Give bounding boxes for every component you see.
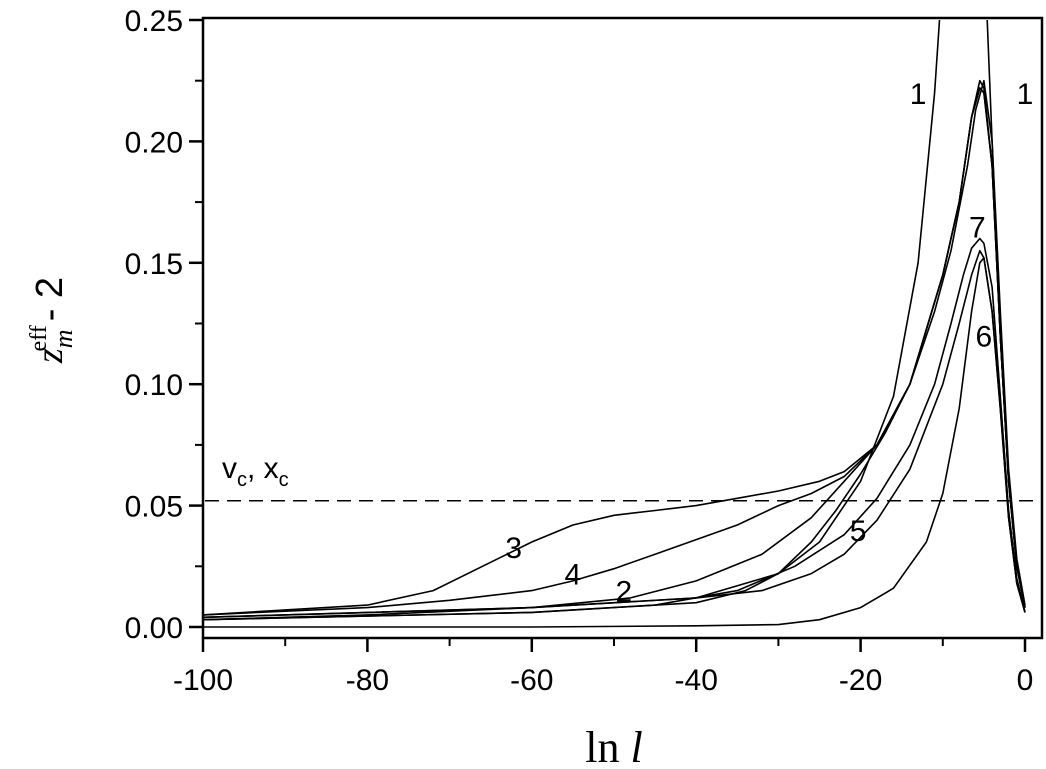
curve-label-4: 4 bbox=[565, 559, 582, 592]
y-tick-label: 0.10 bbox=[125, 369, 183, 402]
curve-label-2: 2 bbox=[616, 576, 633, 609]
curve-label-1: 1 bbox=[1017, 78, 1034, 111]
curve-6 bbox=[202, 79, 1026, 621]
curve-7 bbox=[202, 249, 1026, 621]
x-tick-label: -40 bbox=[675, 664, 718, 697]
curve-label-3: 3 bbox=[505, 532, 522, 565]
y-tick-label: 0.00 bbox=[125, 612, 183, 645]
x-tick-label: -100 bbox=[173, 664, 233, 697]
plot-frame bbox=[201, 16, 1044, 640]
x-tick-label: -20 bbox=[839, 664, 882, 697]
x-tick-label: -80 bbox=[346, 664, 389, 697]
y-tick-label: 0.20 bbox=[125, 126, 183, 159]
y-tick-label: 0.05 bbox=[125, 491, 183, 524]
curve-5 bbox=[202, 87, 1026, 616]
curve-labels: 1 1 7 6 5 3 4 2 bbox=[505, 78, 1033, 609]
x-tick-label: -60 bbox=[510, 664, 553, 697]
curve-8 bbox=[203, 257, 1026, 628]
y-tick-label: 0.25 bbox=[125, 5, 183, 38]
curve-1 bbox=[202, 19, 941, 619]
curves bbox=[202, 19, 1026, 628]
curve-9 bbox=[202, 237, 1026, 621]
x-axis-title: ln l bbox=[585, 723, 642, 769]
curve-label-6: 6 bbox=[976, 321, 993, 354]
x-tick-label: 0 bbox=[1017, 664, 1034, 697]
reference-line-label: vc, xc bbox=[222, 452, 289, 491]
y-tick-label: 0.15 bbox=[125, 248, 183, 281]
curve-label-5: 5 bbox=[850, 515, 867, 548]
curve-label-7: 7 bbox=[969, 211, 986, 244]
axes: -100 -80 -60 -40 -20 0 0.00 0.05 0.10 0.15 0.20 0.2… bbox=[125, 5, 1044, 697]
y-axis-title: zmeff- 2 bbox=[26, 277, 78, 364]
curve-label-1: 1 bbox=[910, 78, 927, 111]
